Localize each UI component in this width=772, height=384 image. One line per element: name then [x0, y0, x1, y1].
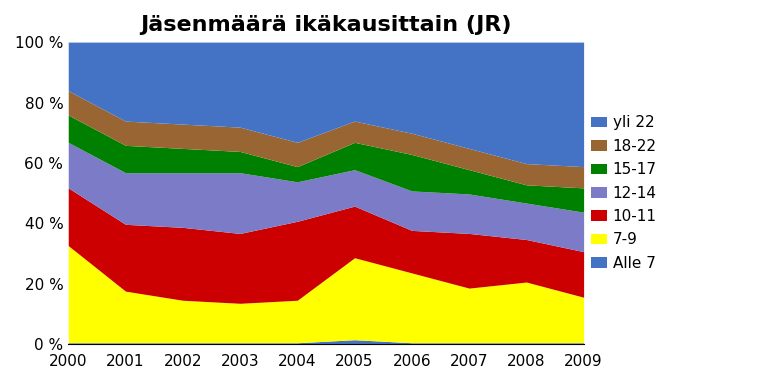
Title: Jäsenmäärä ikäkausittain (JR): Jäsenmäärä ikäkausittain (JR): [141, 15, 512, 35]
Legend: yli 22, 18-22, 15-17, 12-14, 10-11, 7-9, Alle 7: yli 22, 18-22, 15-17, 12-14, 10-11, 7-9,…: [591, 116, 657, 271]
